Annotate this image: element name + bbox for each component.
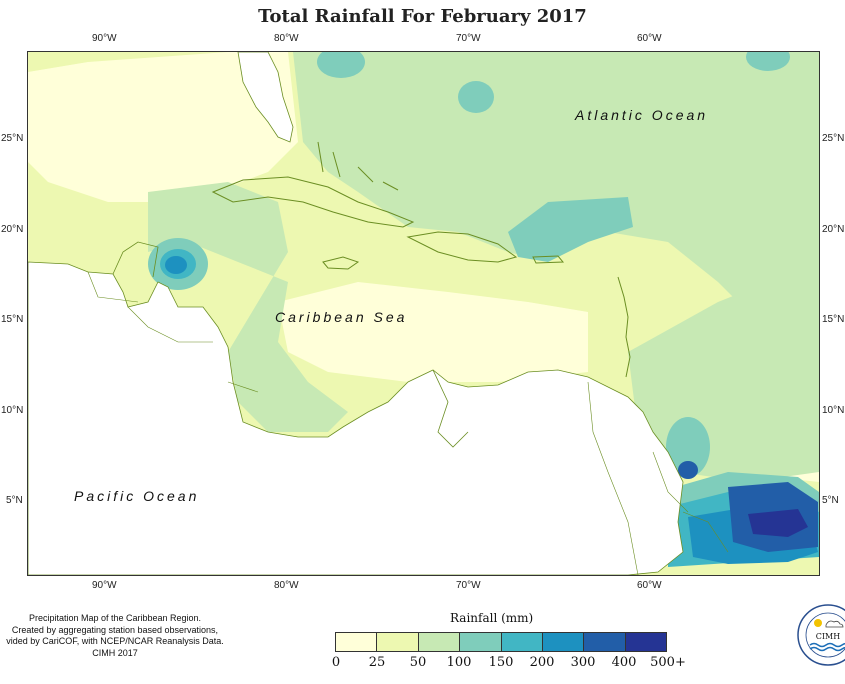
bottom-lon-label: 60°W (637, 580, 662, 591)
legend-swatch (377, 633, 419, 651)
page-title: Total Rainfall For February 2017 (258, 6, 587, 27)
credits-line: Created by aggregating station based obs… (11, 624, 219, 635)
legend-swatch (625, 633, 666, 651)
florida-land (237, 52, 294, 143)
rainfall-zone-100-150 (317, 52, 365, 78)
caribbean-sea-label: Caribbean Sea (275, 309, 408, 325)
rainfall-zone-0-25 (28, 52, 298, 202)
cimh-logo: CIMH (797, 604, 845, 666)
bottom-lon-label: 80°W (274, 580, 299, 591)
bottom-lon-label: 90°W (92, 580, 117, 591)
top-lon-label: 70°W (456, 33, 481, 44)
legend-swatch (460, 633, 502, 651)
rainfall-map (27, 51, 820, 576)
top-lon-label: 90°W (92, 33, 117, 44)
rainfall-zone-50-100 (148, 182, 348, 432)
bottom-lon-label: 70°W (456, 580, 481, 591)
rainfall-zone-200-300 (165, 256, 187, 274)
waves-icon (809, 642, 845, 652)
legend-swatch (501, 633, 543, 651)
lesser-antilles-outline (617, 276, 631, 378)
puerto-rico-outline (532, 255, 565, 264)
top-lon-label: 60°W (637, 33, 662, 44)
legend-label: 100 (446, 655, 472, 670)
legend-label: 50 (409, 655, 427, 670)
sun-icon (814, 619, 822, 627)
rainfall-zone-100-150 (746, 52, 790, 71)
venezuela-coast (432, 369, 469, 448)
legend-label: 400 (611, 655, 637, 670)
rainfall-zone-100-150 (666, 417, 710, 477)
legend-label: 200 (529, 655, 555, 670)
credits-text: Precipitation Map of the Caribbean Regio… (0, 613, 230, 659)
rainfall-zone-400-500 (748, 509, 808, 537)
left-lat-label: 20°N (1, 224, 24, 235)
legend-swatch (542, 633, 585, 651)
yucatan-outline (112, 241, 159, 278)
logo-text: CIMH (816, 632, 840, 641)
legend-label: 0 (331, 655, 341, 670)
right-lat-label: 15°N (822, 314, 845, 325)
right-lat-label: 25°N (822, 133, 845, 144)
credits-line: CIMH 2017 (92, 647, 138, 658)
legend-label: 150 (488, 655, 514, 670)
legend-title: Rainfall (mm) (450, 611, 534, 625)
right-lat-label: 20°N (822, 224, 845, 235)
credits-line: vided by CariCOF, with NCEP/NCAR Reanaly… (6, 636, 224, 646)
legend-label: 25 (368, 655, 386, 670)
right-lat-label: 5°N (822, 495, 839, 506)
cloud-icon (825, 620, 844, 628)
bahamas-outline (317, 141, 399, 191)
legend-label: 300 (570, 655, 596, 670)
rainfall-zone-100-150 (458, 81, 494, 113)
country-borders (87, 271, 729, 575)
credits-line: Precipitation Map of the Caribbean Regio… (28, 613, 202, 623)
hispaniola-outline (406, 231, 518, 263)
left-lat-label: 5°N (6, 495, 23, 506)
cuba-outline (211, 176, 415, 228)
legend-label: 500+ (650, 655, 686, 670)
legend-swatch (418, 633, 461, 651)
atlantic-ocean-label: Atlantic Ocean (575, 107, 709, 123)
top-lon-label: 80°W (274, 33, 299, 44)
jamaica-outline (322, 256, 360, 270)
central-america-land (28, 261, 684, 575)
left-lat-label: 25°N (1, 133, 24, 144)
right-lat-label: 10°N (822, 405, 845, 416)
rainfall-zone-0-25 (278, 282, 588, 382)
legend-swatch (336, 633, 378, 651)
legend-swatch (584, 633, 626, 651)
left-lat-label: 15°N (1, 314, 24, 325)
rainfall-zone-300-400 (678, 461, 698, 479)
rainfall-zone-100-150 (508, 197, 633, 262)
pacific-ocean-label: Pacific Ocean (74, 488, 200, 504)
rainfall-map-svg (28, 52, 819, 575)
left-lat-label: 10°N (1, 405, 24, 416)
legend-color-bar (335, 632, 667, 652)
